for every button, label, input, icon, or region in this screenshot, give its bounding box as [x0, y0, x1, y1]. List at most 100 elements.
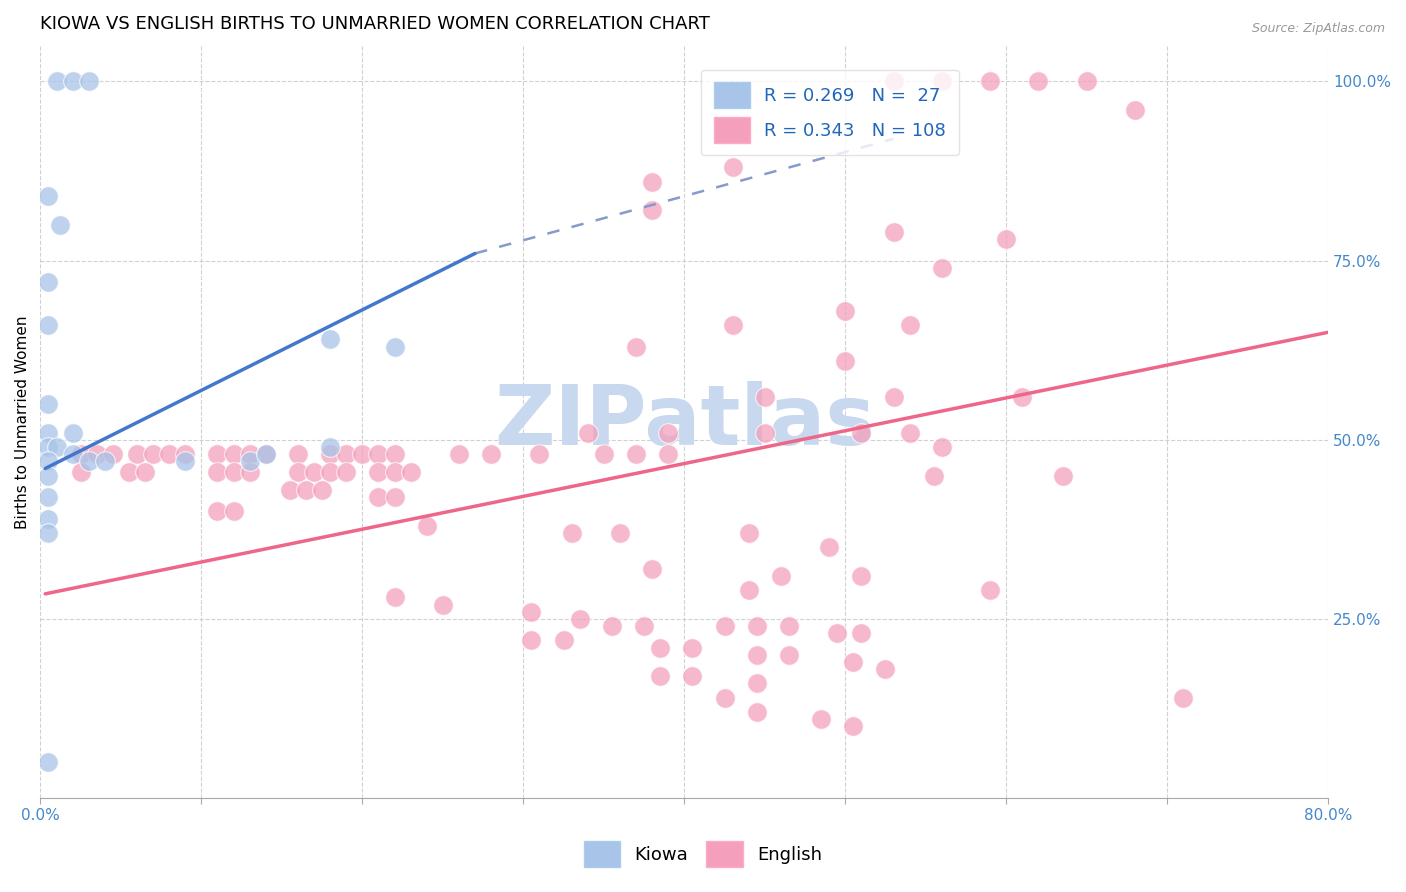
Point: [319, 333, 342, 347]
Point: [319, 465, 342, 479]
Point: [713, 690, 735, 705]
Point: [657, 447, 679, 461]
Text: Source: ZipAtlas.com: Source: ZipAtlas.com: [1251, 22, 1385, 36]
Point: [1052, 468, 1074, 483]
Point: [624, 447, 647, 461]
Point: [875, 662, 897, 676]
Point: [721, 318, 744, 332]
Point: [609, 525, 631, 540]
Point: [681, 669, 703, 683]
Point: [384, 591, 406, 605]
Legend: Kiowa, English: Kiowa, English: [576, 834, 830, 874]
Point: [883, 74, 905, 88]
Point: [576, 425, 599, 440]
Point: [851, 626, 873, 640]
Point: [37, 189, 59, 203]
Point: [553, 633, 575, 648]
Text: ZIPatlas: ZIPatlas: [494, 382, 875, 462]
Point: [600, 619, 623, 633]
Point: [721, 161, 744, 175]
Point: [520, 605, 543, 619]
Point: [624, 340, 647, 354]
Point: [834, 354, 856, 368]
Point: [1173, 690, 1195, 705]
Point: [778, 648, 800, 662]
Point: [825, 626, 848, 640]
Point: [222, 504, 245, 518]
Point: [769, 569, 792, 583]
Point: [278, 483, 301, 497]
Point: [37, 318, 59, 332]
Point: [681, 640, 703, 655]
Point: [384, 465, 406, 479]
Point: [778, 619, 800, 633]
Point: [568, 612, 591, 626]
Point: [922, 468, 945, 483]
Point: [737, 583, 759, 598]
Point: [207, 447, 229, 461]
Point: [979, 74, 1001, 88]
Point: [311, 483, 333, 497]
Point: [287, 465, 309, 479]
Point: [37, 511, 59, 525]
Point: [302, 465, 325, 479]
Point: [737, 525, 759, 540]
Point: [37, 454, 59, 468]
Point: [650, 669, 672, 683]
Point: [384, 447, 406, 461]
Point: [207, 504, 229, 518]
Point: [657, 425, 679, 440]
Point: [384, 340, 406, 354]
Point: [818, 541, 841, 555]
Point: [37, 275, 59, 289]
Y-axis label: Births to Unmarried Women: Births to Unmarried Women: [15, 315, 30, 529]
Point: [754, 425, 776, 440]
Point: [352, 447, 374, 461]
Point: [37, 756, 59, 770]
Point: [1028, 74, 1050, 88]
Point: [62, 74, 84, 88]
Point: [384, 490, 406, 504]
Point: [239, 465, 262, 479]
Point: [520, 633, 543, 648]
Point: [101, 447, 124, 461]
Point: [898, 425, 921, 440]
Point: [931, 260, 953, 275]
Point: [37, 468, 59, 483]
Point: [834, 303, 856, 318]
Point: [416, 518, 439, 533]
Point: [432, 598, 454, 612]
Point: [254, 447, 277, 461]
Point: [592, 447, 614, 461]
Point: [842, 655, 865, 669]
Point: [142, 447, 165, 461]
Point: [745, 676, 768, 690]
Point: [367, 447, 389, 461]
Point: [86, 447, 108, 461]
Point: [810, 712, 832, 726]
Point: [641, 562, 664, 576]
Point: [125, 447, 148, 461]
Point: [37, 525, 59, 540]
Point: [174, 447, 197, 461]
Point: [754, 390, 776, 404]
Text: KIOWA VS ENGLISH BIRTHS TO UNMARRIED WOMEN CORRELATION CHART: KIOWA VS ENGLISH BIRTHS TO UNMARRIED WOM…: [41, 15, 710, 33]
Point: [529, 447, 551, 461]
Point: [319, 447, 342, 461]
Point: [1123, 103, 1146, 117]
Point: [37, 397, 59, 411]
Point: [641, 175, 664, 189]
Point: [367, 465, 389, 479]
Point: [367, 490, 389, 504]
Point: [479, 447, 502, 461]
Point: [883, 390, 905, 404]
Point: [37, 490, 59, 504]
Point: [883, 225, 905, 239]
Point: [633, 619, 655, 633]
Point: [37, 440, 59, 454]
Point: [851, 425, 873, 440]
Point: [1076, 74, 1098, 88]
Point: [335, 447, 357, 461]
Point: [239, 454, 262, 468]
Point: [62, 425, 84, 440]
